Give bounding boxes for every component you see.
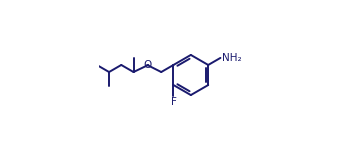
Text: O: O	[143, 60, 151, 70]
Text: F: F	[171, 97, 176, 107]
Text: NH₂: NH₂	[222, 53, 241, 63]
